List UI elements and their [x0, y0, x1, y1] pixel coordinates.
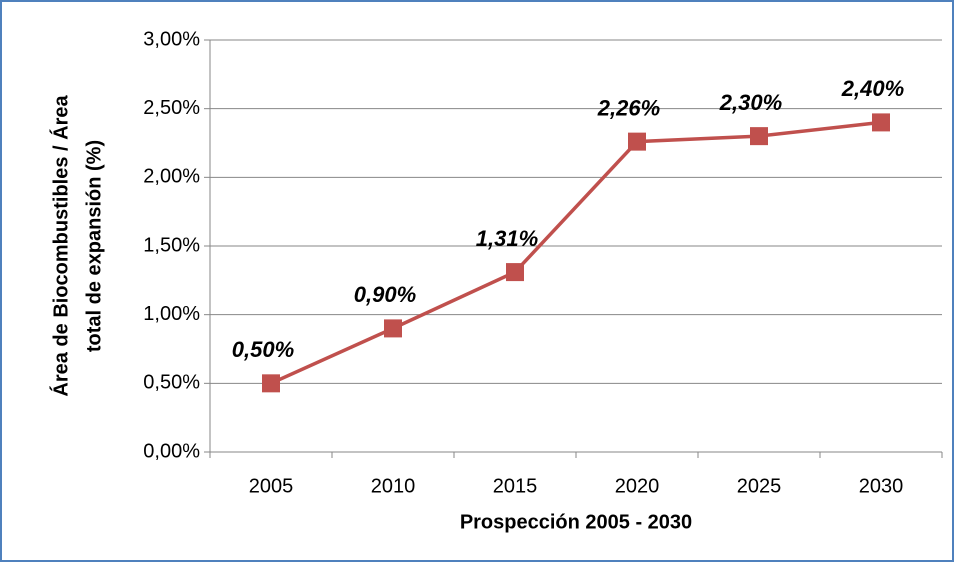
- data-label: 2,40%: [841, 76, 904, 101]
- y-axis-label-line: total de expansión (%): [83, 140, 105, 352]
- y-tick-label: 2,00%: [143, 166, 200, 188]
- data-label: 2,30%: [719, 90, 782, 115]
- point-marker: [384, 319, 402, 338]
- x-tick-label: 2025: [737, 475, 782, 497]
- x-tick-label: 2020: [615, 475, 660, 497]
- point-marker: [872, 113, 890, 132]
- y-tick-label: 0,50%: [143, 372, 200, 394]
- x-axis-label: Prospección 2005 - 2030: [460, 511, 692, 533]
- point-marker: [262, 374, 280, 393]
- point-marker: [506, 263, 524, 282]
- y-tick-label: 1,50%: [143, 234, 200, 256]
- data-label: 0,50%: [232, 337, 294, 362]
- point-marker: [750, 127, 768, 146]
- series-line: [270, 120, 882, 385]
- point-marker: [628, 132, 646, 151]
- data-label: 0,90%: [354, 282, 416, 307]
- y-axis-label-line: Área de Biocombustibles / Área: [49, 95, 72, 397]
- y-tick-label: 3,00%: [143, 28, 200, 50]
- x-tick-label: 2005: [249, 475, 294, 497]
- x-tick-label: 2015: [493, 475, 538, 497]
- y-tick-label: 0,00%: [143, 440, 200, 462]
- x-tick-label: 2010: [371, 475, 416, 497]
- data-label: 2,26%: [597, 95, 660, 120]
- y-tick-label: 2,50%: [143, 97, 200, 119]
- x-tick-label: 2030: [859, 475, 904, 497]
- data-label: 1,31%: [476, 226, 538, 251]
- y-tick-label: 1,00%: [143, 303, 200, 325]
- y-axis-label: Área de Biocombustibles / Área total de …: [49, 95, 105, 397]
